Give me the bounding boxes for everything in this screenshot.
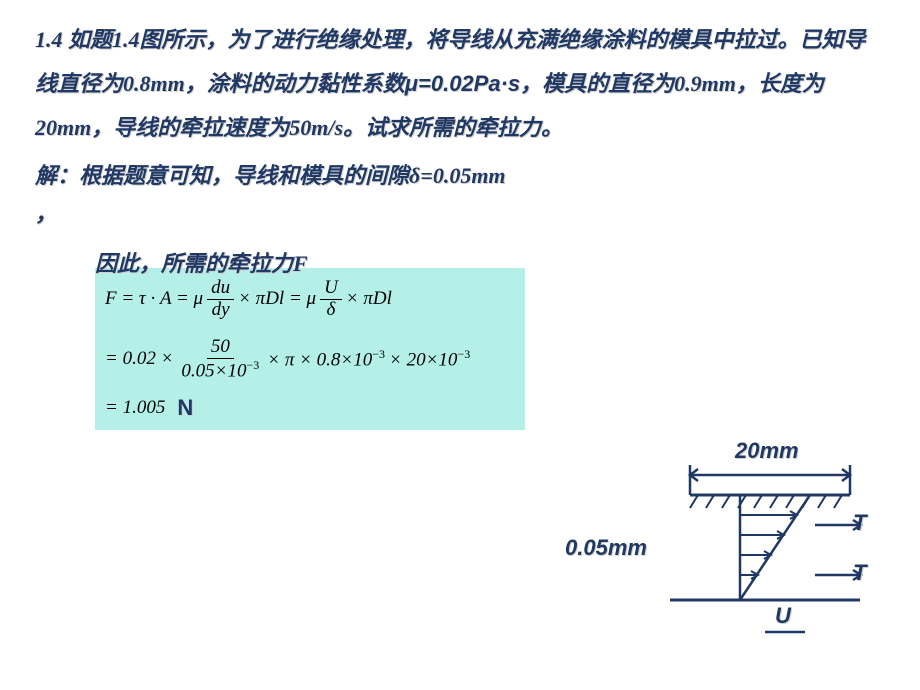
- f1-right: × πDl: [346, 289, 392, 310]
- f1-left: F = τ · A = μ: [105, 289, 203, 310]
- f1-mid: × πDl = μ: [238, 289, 316, 310]
- formula-line-3: = 1.005 N: [105, 396, 515, 420]
- den-base: 0.05×10: [181, 360, 246, 381]
- mu-equation: μ=0.02Pa·s: [405, 71, 520, 96]
- diagram: 20mm 0.05mm T T U: [570, 440, 870, 650]
- frac-num-2: U: [320, 278, 342, 300]
- formula-line-2: = 0.02 × 50 0.05×10−3 × π × 0.8×10−3 × 2…: [105, 337, 515, 382]
- delta-equation: δ=0.05mm: [409, 163, 506, 188]
- formula-line-1: F = τ · A = μ du dy × πDl = μ U δ × πDl: [105, 278, 515, 321]
- label-U: U: [775, 603, 791, 629]
- unit-newton: N: [177, 396, 193, 420]
- problem-statement: 1.4 如题1.4图所示，为了进行绝缘处理，将导线从充满绝缘涂料的模具中拉过。已…: [35, 18, 885, 150]
- f2-right-a: × π × 0.8×10−3: [267, 348, 385, 371]
- frac-u-delta: U δ: [320, 278, 342, 321]
- formula-block: F = τ · A = μ du dy × πDl = μ U δ × πDl …: [95, 268, 525, 430]
- den-sup: −3: [246, 358, 259, 372]
- f3-value: = 1.005: [105, 398, 165, 419]
- f2a-base: × π × 0.8×10: [267, 349, 372, 370]
- frac-den-2: δ: [323, 300, 340, 321]
- f2a-sup: −3: [372, 347, 385, 361]
- frac-num: du: [207, 278, 234, 300]
- label-20mm: 20mm: [735, 438, 799, 464]
- label-T-2: T: [853, 560, 866, 586]
- frac-du-dy: du dy: [207, 278, 234, 321]
- frac-num-3: 50: [207, 337, 234, 359]
- f2-right-b: × 20×10−3: [389, 348, 470, 371]
- f2b-sup: −3: [457, 347, 470, 361]
- frac-den: dy: [208, 300, 234, 321]
- f2-left: = 0.02 ×: [105, 349, 173, 370]
- frac-numeric: 50 0.05×10−3: [177, 337, 263, 382]
- label-005mm: 0.05mm: [565, 535, 647, 561]
- problem-number: 1.4: [35, 27, 63, 52]
- solution-suffix: ，: [35, 192, 885, 236]
- frac-den-3: 0.05×10−3: [177, 359, 263, 382]
- solution-prefix: 解：根据题意可知，导线和模具的间隙: [35, 163, 409, 188]
- label-T-1: T: [853, 510, 866, 536]
- f2b-base: × 20×10: [389, 349, 457, 370]
